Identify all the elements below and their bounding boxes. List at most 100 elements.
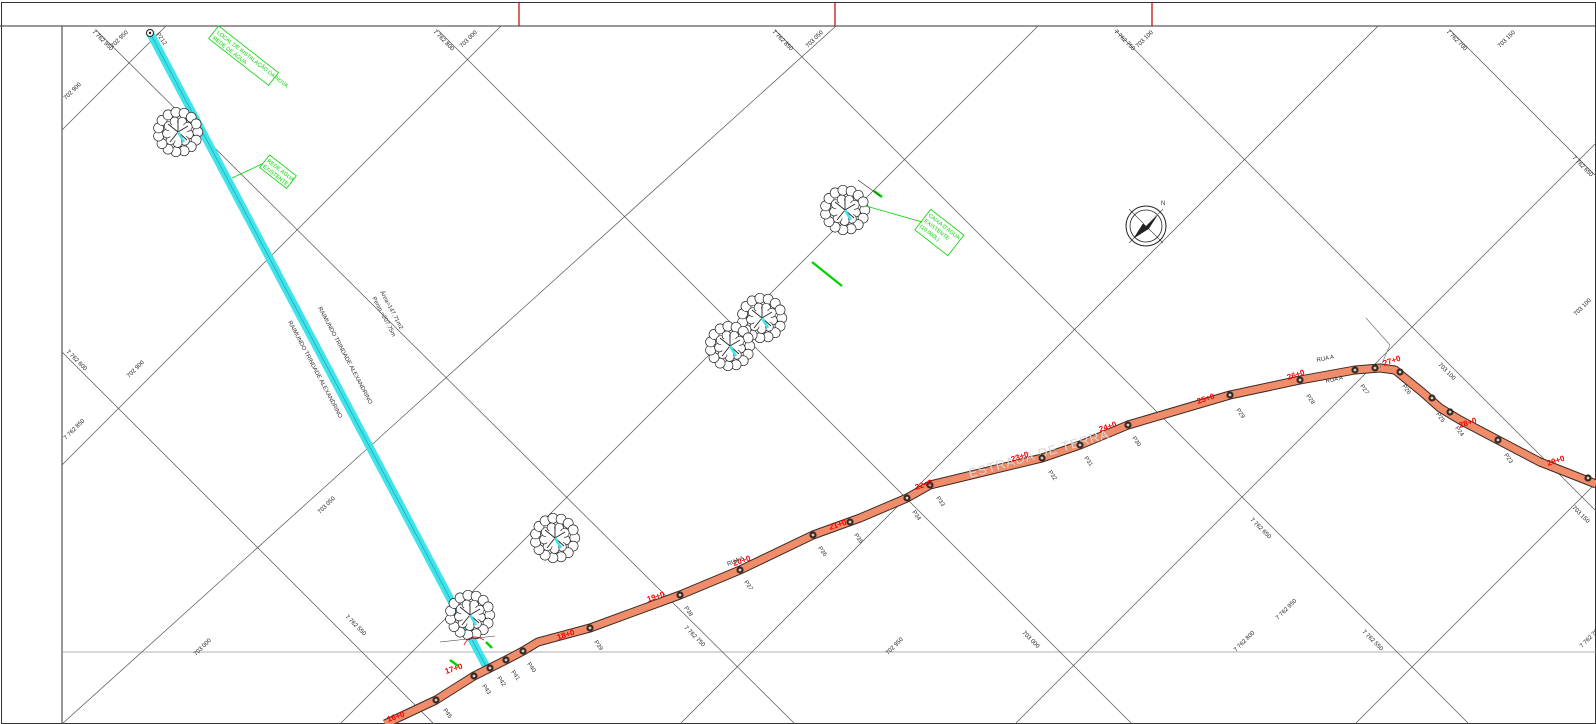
point-label: P38 <box>682 606 693 619</box>
survey-point <box>1584 474 1592 482</box>
point-label: P32 <box>1046 470 1057 483</box>
grid-label: 7 762 550 <box>1361 629 1385 653</box>
point-label: P40 <box>525 662 536 675</box>
annotation-existing-water: REDE ÁGUA EXISTENTE <box>259 154 297 190</box>
grid-label: 703 100 <box>1135 29 1155 49</box>
survey-point <box>676 591 684 599</box>
grid-label: 7 762 650 <box>1571 155 1595 179</box>
leader-line <box>231 163 263 179</box>
survey-point <box>1226 391 1234 399</box>
water-line-edge <box>149 32 489 671</box>
tree-icon <box>530 512 581 564</box>
grid-label: 7 762 700 <box>1445 29 1469 53</box>
leader-line <box>865 205 923 223</box>
survey-point <box>1038 454 1046 462</box>
grid-label: 7 762 800 <box>432 29 456 53</box>
survey-point <box>502 656 510 664</box>
green-dash <box>811 261 843 287</box>
grid-label: 702 950 <box>885 636 905 656</box>
point-label: P33 <box>934 496 945 509</box>
green-dash <box>449 659 459 667</box>
green-annotations: LOCAL DE INSTALAÇÃO DA NOVA REDE DE ÁGUA… <box>208 25 965 667</box>
survey-point <box>519 647 527 655</box>
grid-label: 703 000 <box>459 29 479 49</box>
grid-label: 7 762 750 <box>1113 29 1137 53</box>
road-edge <box>383 363 1596 724</box>
point-label: P37 <box>742 580 753 593</box>
survey-point <box>926 481 934 489</box>
road-surface <box>383 364 1596 724</box>
survey-point <box>809 531 817 539</box>
point-label: P27 <box>1358 384 1369 397</box>
point-label: P25 <box>1434 412 1445 425</box>
grid-label: 7 762 600 <box>65 349 89 373</box>
grid-label: 7 762 950 <box>91 29 115 53</box>
point-label: P41 <box>509 670 520 683</box>
grid-label: 703 150 <box>1571 505 1591 525</box>
grid-label: 7 762 550 <box>344 614 368 638</box>
survey-points <box>432 364 1592 704</box>
green-dash <box>873 190 883 198</box>
connection-mark <box>439 635 496 643</box>
survey-point <box>736 566 744 574</box>
tree-icon <box>705 320 756 372</box>
survey-point <box>1076 441 1084 449</box>
grid-label: 703 100 <box>1573 297 1593 317</box>
water-line-start-point <box>146 29 154 37</box>
grid-labels: 7 762 950 702 950 702 900 703 000 7 762 … <box>63 29 1596 657</box>
survey-point <box>1296 376 1304 384</box>
survey-point <box>903 494 911 502</box>
north-label: N <box>1161 201 1165 207</box>
north-arrow-icon: N <box>1125 201 1167 247</box>
point-label: P42 <box>495 676 506 689</box>
road-name: RUA A <box>1325 375 1344 385</box>
survey-point <box>486 664 494 672</box>
survey-point <box>432 696 440 704</box>
grid-label: 7 762 700 <box>1579 626 1596 650</box>
connection-mark <box>463 636 485 646</box>
road: ESTRADA DE TERRA <box>383 363 1596 724</box>
survey-point <box>1124 421 1132 429</box>
tank-leader <box>857 179 881 197</box>
survey-point <box>470 672 478 680</box>
point-label: P30 <box>1130 436 1141 449</box>
point-label: P26 <box>1400 384 1411 397</box>
tree-icon <box>153 106 204 158</box>
green-dash <box>485 641 493 649</box>
grid-label: 7 762 650 <box>1249 517 1273 541</box>
point-label: P43 <box>480 684 491 697</box>
coordinate-grid <box>61 25 1596 724</box>
survey-point <box>1446 408 1454 416</box>
survey-point <box>1396 368 1404 376</box>
grid-label: 703 100 <box>1437 362 1457 382</box>
point-label: P31 <box>1082 456 1093 469</box>
point-label: P28 <box>1304 394 1315 407</box>
point-label: P35 <box>852 533 863 546</box>
point-label: P39 <box>592 640 603 653</box>
grid-label: 703 000 <box>193 637 213 657</box>
road-corner-detail <box>1365 317 1391 369</box>
annotation-new-water-network: LOCAL DE INSTALAÇÃO DA NOVA REDE DE ÁGUA <box>208 25 290 90</box>
grid-label: 703 000 <box>1021 630 1041 650</box>
survey-point <box>1494 436 1502 444</box>
trees <box>153 106 871 641</box>
survey-point <box>586 624 594 632</box>
survey-point <box>1351 366 1359 374</box>
grid-label: 702 950 <box>110 29 130 49</box>
survey-point <box>1371 364 1379 372</box>
point-label: P36 <box>816 546 827 559</box>
point-label: P29 <box>1234 408 1245 421</box>
grid-label: 7 762 800 <box>1233 630 1257 654</box>
point-label: P23 <box>1502 453 1513 466</box>
annotation-water-tank: CAIXA D'ÁGUA EXISTENTE (10.000L) <box>914 208 965 257</box>
tree-icon <box>820 184 871 236</box>
survey-point <box>846 518 854 526</box>
grid-label: 703 150 <box>1497 29 1517 49</box>
grid-label: 702 900 <box>126 359 146 379</box>
grid-label: 7 762 750 <box>683 625 707 649</box>
grid-label: 703 050 <box>805 29 825 49</box>
station-label: 18+0 <box>556 628 576 642</box>
point-label: P45 <box>441 708 452 721</box>
